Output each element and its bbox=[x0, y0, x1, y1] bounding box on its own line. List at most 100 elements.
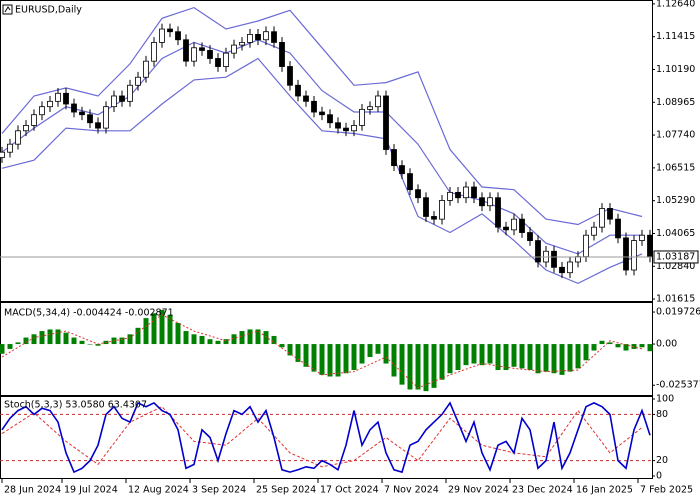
macd-bar bbox=[295, 344, 301, 362]
candle-body bbox=[391, 149, 397, 166]
candle-body bbox=[631, 240, 637, 271]
y-tick-label: 0 bbox=[656, 471, 662, 482]
x-tick-label: 29 Nov 2024 bbox=[448, 485, 509, 496]
macd-bar bbox=[599, 340, 605, 345]
macd-bar bbox=[119, 337, 125, 345]
y-tick-label: 1.05290 bbox=[656, 195, 695, 206]
last-price-label: 1.03187 bbox=[656, 251, 695, 262]
candle-body bbox=[639, 234, 645, 241]
macd-bar bbox=[343, 344, 349, 374]
macd-bar bbox=[487, 344, 493, 364]
candle-body bbox=[63, 92, 69, 105]
macd-bar bbox=[351, 344, 357, 371]
candle-body bbox=[423, 197, 429, 217]
x-tick-label: 7 Feb 2025 bbox=[640, 485, 693, 496]
macd-bar bbox=[431, 344, 437, 388]
macd-bar bbox=[79, 340, 85, 345]
candle-body bbox=[263, 31, 269, 41]
macd-bar bbox=[199, 335, 205, 345]
macd-bar bbox=[471, 344, 477, 364]
macd-bar bbox=[551, 344, 557, 374]
macd-bar bbox=[0, 344, 5, 354]
stoch-title: Stoch(5,3,3) 53.0580 63.4307 bbox=[4, 400, 147, 411]
candle-body bbox=[191, 47, 197, 62]
macd-bar bbox=[23, 337, 29, 345]
candle-body bbox=[439, 199, 445, 220]
candle-body bbox=[519, 218, 525, 233]
macd-bar bbox=[287, 344, 293, 356]
macd-bar bbox=[63, 332, 69, 345]
candle-body bbox=[247, 33, 253, 43]
macd-bar bbox=[423, 344, 429, 392]
candle-body bbox=[583, 234, 589, 258]
candle-body bbox=[71, 103, 77, 113]
candle-body bbox=[335, 122, 341, 129]
macd-bar bbox=[327, 344, 333, 377]
macd-bar bbox=[183, 331, 189, 345]
symbol-icon bbox=[2, 4, 13, 15]
macd-bar bbox=[231, 334, 237, 345]
macd-bar bbox=[215, 340, 221, 345]
x-tick-label: 25 Sep 2024 bbox=[256, 485, 316, 496]
candle-body bbox=[567, 261, 573, 274]
candle-body bbox=[407, 173, 413, 191]
y-tick-label: -0.025377 bbox=[656, 380, 700, 391]
candle-body bbox=[303, 95, 309, 102]
stoch-panel bbox=[0, 396, 653, 479]
candle-body bbox=[7, 143, 13, 153]
candle-body bbox=[615, 218, 621, 239]
candle-body bbox=[175, 31, 181, 41]
candle-body bbox=[559, 266, 565, 274]
macd-signal bbox=[1, 314, 643, 389]
macd-bar bbox=[559, 344, 565, 375]
candle-body bbox=[135, 76, 141, 86]
macd-bar bbox=[7, 344, 13, 349]
candle-body bbox=[23, 125, 29, 132]
macd-bar bbox=[279, 344, 285, 348]
candle-body bbox=[231, 44, 237, 54]
candle-body bbox=[119, 95, 125, 102]
candle-body bbox=[215, 58, 221, 67]
candle-body bbox=[311, 100, 317, 113]
candle-body bbox=[207, 50, 213, 59]
candle-body bbox=[431, 216, 437, 220]
macd-bar bbox=[223, 339, 229, 345]
macd-bar bbox=[399, 344, 405, 385]
candle-body bbox=[79, 111, 85, 116]
macd-bar bbox=[359, 344, 365, 364]
macd-bar bbox=[519, 344, 525, 369]
macd-bar bbox=[503, 344, 509, 371]
macd-bar bbox=[535, 344, 541, 374]
macd-title: MACD(5,34,4) -0.004424 -0.002871 bbox=[4, 308, 174, 319]
y-tick-label: 100 bbox=[656, 394, 674, 405]
candle-body bbox=[295, 84, 301, 97]
macd-bar bbox=[591, 344, 597, 351]
macd-bar bbox=[311, 344, 317, 372]
macd-bar bbox=[575, 344, 581, 369]
candle-body bbox=[287, 66, 293, 86]
macd-bar bbox=[511, 344, 517, 367]
last-price-box bbox=[653, 250, 699, 264]
candle-body bbox=[495, 197, 501, 228]
macd-bar bbox=[159, 309, 165, 345]
y-tick-label: 1.08965 bbox=[656, 97, 695, 108]
candle-body bbox=[343, 127, 349, 132]
macd-bar bbox=[207, 339, 213, 345]
x-tick-label: 19 Jul 2024 bbox=[64, 485, 118, 496]
macd-bar bbox=[567, 344, 573, 372]
candle-body bbox=[127, 84, 133, 102]
macd-bar bbox=[583, 344, 589, 361]
macd-bar bbox=[175, 322, 181, 345]
candle-body bbox=[415, 189, 421, 199]
y-tick-label: 1.10190 bbox=[656, 64, 695, 75]
candle-body bbox=[487, 197, 493, 207]
y-tick-label: 1.07740 bbox=[656, 130, 695, 141]
macd-bar bbox=[367, 344, 373, 358]
chart-title: EURUSD,Daily bbox=[15, 5, 82, 16]
macd-bar bbox=[479, 344, 485, 366]
x-tick-label: 12 Aug 2024 bbox=[128, 485, 189, 496]
candle-body bbox=[455, 191, 461, 199]
candle-body bbox=[255, 33, 261, 41]
